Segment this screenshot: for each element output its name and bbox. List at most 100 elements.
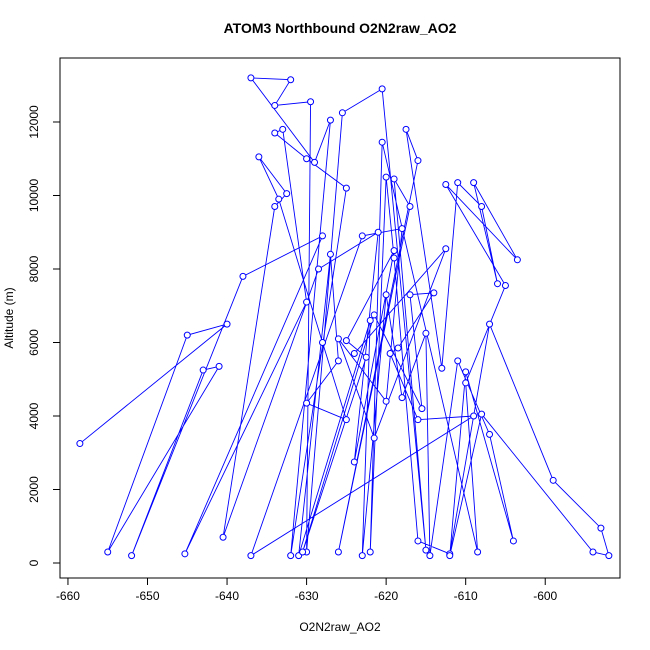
y-tick-label: 2000 xyxy=(27,476,41,503)
data-point xyxy=(414,416,422,424)
data-point xyxy=(454,179,462,187)
chart-title: ATOM3 Northbound O2N2raw_AO2 xyxy=(224,20,457,36)
data-point xyxy=(474,548,482,556)
data-point xyxy=(406,291,414,299)
data-point xyxy=(501,282,509,290)
y-tick-label: 4000 xyxy=(27,402,41,429)
data-point xyxy=(462,379,470,387)
data-point xyxy=(370,311,378,319)
data-point xyxy=(486,320,494,328)
data-point xyxy=(275,195,283,203)
data-point xyxy=(315,265,323,273)
data-point xyxy=(247,552,255,560)
data-point xyxy=(247,74,255,82)
x-tick-label: -600 xyxy=(533,589,557,603)
x-tick-label: -640 xyxy=(215,589,239,603)
data-point xyxy=(311,158,319,166)
data-point xyxy=(334,357,342,365)
y-tick-label: 10000 xyxy=(27,178,41,212)
data-point xyxy=(334,335,342,343)
data-point xyxy=(374,228,382,236)
data-line xyxy=(79,77,610,557)
data-point xyxy=(438,364,446,372)
data-point xyxy=(390,175,398,183)
data-point xyxy=(287,552,295,560)
y-tick-label: 8000 xyxy=(27,255,41,282)
data-point xyxy=(486,430,494,438)
y-axis-label: Altitude (m) xyxy=(2,287,16,348)
data-point xyxy=(398,394,406,402)
data-point xyxy=(378,138,386,146)
data-point xyxy=(334,548,342,556)
data-point xyxy=(382,397,390,405)
data-point xyxy=(326,116,334,124)
data-point xyxy=(350,350,358,358)
data-point xyxy=(319,232,326,240)
data-point xyxy=(470,412,478,420)
data-point xyxy=(422,329,430,337)
x-axis-label: O2N2raw_AO2 xyxy=(299,620,381,634)
data-point xyxy=(299,548,307,556)
data-point xyxy=(382,173,390,181)
data-point xyxy=(287,76,295,84)
data-point xyxy=(128,552,136,560)
data-point xyxy=(426,552,434,560)
data-point xyxy=(390,247,398,255)
x-tick-label: -650 xyxy=(135,589,159,603)
data-point xyxy=(370,434,378,442)
data-point xyxy=(414,157,422,165)
data-point xyxy=(378,85,386,93)
data-point xyxy=(406,203,414,211)
data-point xyxy=(418,405,426,413)
x-tick-label: -610 xyxy=(454,589,478,603)
data-point xyxy=(430,289,438,297)
data-point xyxy=(239,272,247,280)
data-point xyxy=(358,552,366,560)
data-point xyxy=(215,362,223,370)
data-point xyxy=(549,476,557,484)
data-point xyxy=(199,366,207,374)
data-point xyxy=(342,184,350,192)
data-point xyxy=(181,550,189,558)
data-point xyxy=(442,180,450,188)
x-tick-label: -620 xyxy=(374,589,398,603)
data-point xyxy=(338,109,346,117)
data-point xyxy=(597,524,605,532)
data-point xyxy=(398,225,406,233)
data-point xyxy=(307,98,315,106)
data-point xyxy=(342,416,350,424)
data-point xyxy=(283,190,291,198)
data-point xyxy=(414,537,422,545)
data-point xyxy=(390,254,398,262)
data-point xyxy=(478,203,486,211)
y-tick-label: 0 xyxy=(27,559,41,566)
data-point xyxy=(326,250,334,258)
data-point xyxy=(605,552,613,560)
y-tick-label: 6000 xyxy=(27,329,41,356)
x-tick-label: -660 xyxy=(56,589,80,603)
data-point xyxy=(319,338,326,346)
data-point xyxy=(422,546,430,554)
data-point xyxy=(219,533,227,541)
data-point xyxy=(366,548,374,556)
data-point xyxy=(223,320,231,328)
data-point xyxy=(271,203,279,211)
data-point xyxy=(76,440,84,448)
data-point xyxy=(494,280,501,288)
y-tick-label: 12000 xyxy=(27,105,41,139)
data-point xyxy=(271,101,279,109)
data-point xyxy=(303,155,311,163)
data-point xyxy=(478,410,486,418)
data-point xyxy=(454,357,462,365)
data-point xyxy=(470,179,478,187)
data-point xyxy=(462,368,470,376)
data-point xyxy=(362,353,370,361)
data-point xyxy=(279,125,287,133)
data-point xyxy=(382,291,390,299)
data-point xyxy=(271,129,279,137)
data-point xyxy=(402,125,410,133)
data-point xyxy=(255,153,263,161)
data-point xyxy=(394,344,402,352)
data-point xyxy=(303,298,311,306)
